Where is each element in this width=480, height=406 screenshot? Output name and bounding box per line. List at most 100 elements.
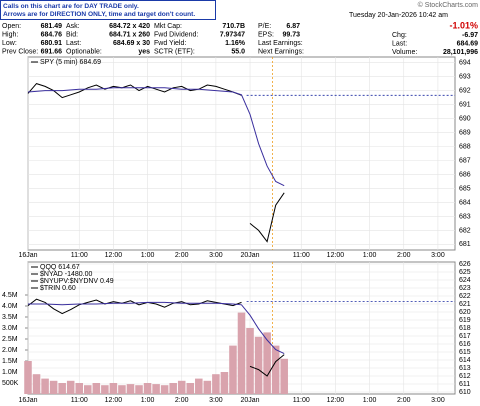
y2-tick-label: 1.0M <box>2 369 18 376</box>
y2-tick-label: 2.5M <box>2 336 18 343</box>
y-tick-label: 614 <box>459 357 471 364</box>
quote-value: 1.16% <box>225 40 246 47</box>
quote-value: 691.66 <box>41 48 63 55</box>
x-tick-label: 2:00 <box>397 252 411 259</box>
x-tick-label: 20Jan <box>241 397 260 404</box>
x-tick-label: 16Jan <box>18 252 37 259</box>
y-tick-label: 621 <box>459 301 471 308</box>
quote-value: 6.87 <box>286 23 300 30</box>
x-tick-label: 2:00 <box>175 397 189 404</box>
volume-bar <box>152 384 160 394</box>
y-tick-label: 616 <box>459 341 471 348</box>
y-tick-label: 683 <box>459 213 471 220</box>
y2-tick-label: 3.5M <box>2 314 18 321</box>
x-tick-label: 1:00 <box>141 252 155 259</box>
volume-bar <box>118 385 126 394</box>
volume-bar <box>263 332 271 394</box>
y2-tick-label: 500K <box>2 380 19 387</box>
x-tick-label: 3:00 <box>209 397 223 404</box>
y-tick-label: 623 <box>459 285 471 292</box>
x-tick-label: 12:00 <box>105 397 123 404</box>
volume-bar <box>195 378 203 394</box>
y-tick-label: 692 <box>459 87 471 94</box>
y-tick-label: 618 <box>459 325 471 332</box>
volume-bar <box>109 383 118 394</box>
x-tick-label: 12:00 <box>327 397 345 404</box>
price-line <box>28 301 285 355</box>
x-tick-label: 16Jan <box>18 397 37 404</box>
quote-value: 99.73 <box>282 31 300 38</box>
y-tick-label: 685 <box>459 185 471 192</box>
quote-value: 710.7B <box>222 23 245 30</box>
volume-bar <box>237 312 246 394</box>
y-tick-label: 694 <box>459 59 471 66</box>
quote-label: P/E: <box>258 23 271 30</box>
y-tick-label: 688 <box>459 143 471 150</box>
y-tick-label: 691 <box>459 101 471 108</box>
quote-label: Ask: <box>66 23 80 30</box>
volume-bar <box>49 380 58 394</box>
volume-bar <box>203 380 212 394</box>
y-tick-label: 615 <box>459 349 471 356</box>
source: © StockCharts.com <box>418 1 479 9</box>
volume-bar <box>177 380 186 394</box>
x-tick-label: 11:00 <box>71 397 88 404</box>
quote-label: EPS: <box>258 31 274 38</box>
y-tick-label: 612 <box>459 373 471 380</box>
x-tick-label: 2:00 <box>397 397 411 404</box>
quote-value: -6.97 <box>462 32 478 39</box>
volume-bar <box>58 383 66 394</box>
quote-label: Optionable: <box>66 48 102 55</box>
y2-tick-label: 1.5M <box>2 358 18 365</box>
quote-label: Fwd Yield: <box>154 40 186 47</box>
legend-label: $NYUPV:$NYDNV 0.49 <box>40 278 114 285</box>
y2-tick-label: 4.0M <box>2 303 18 310</box>
x-tick-label: 11:00 <box>293 252 310 259</box>
quote-value: 684.76 <box>41 31 63 38</box>
quote-value: 7.97347 <box>220 31 245 38</box>
y-tick-label: 693 <box>459 73 471 80</box>
quote-label: Volume: <box>392 49 417 56</box>
volume-bar <box>66 380 75 394</box>
volume-bar <box>24 361 32 394</box>
x-tick-label: 1:00 <box>363 397 377 404</box>
y-tick-label: 687 <box>459 157 471 164</box>
y-tick-label: 619 <box>459 317 471 324</box>
quote-value: 684.69 <box>457 40 479 47</box>
y-tick-label: 682 <box>459 227 471 234</box>
x-tick-label: 1:00 <box>141 397 155 404</box>
notice-box <box>0 0 216 20</box>
volume-bar <box>101 385 109 394</box>
quote-value: 684.72 x 420 <box>109 23 150 30</box>
volume-bar <box>229 345 237 394</box>
x-tick-label: 3:00 <box>431 397 445 404</box>
y2-tick-label: 3.0M <box>2 325 18 332</box>
y-tick-label: 684 <box>459 199 471 206</box>
quote-value: 684.71 x 260 <box>109 31 150 38</box>
x-tick-label: 11:00 <box>71 252 88 259</box>
volume-bar <box>186 383 195 394</box>
quote-label: Last Earnings: <box>258 40 303 47</box>
volume-bar <box>75 383 84 394</box>
quote-label: Low: <box>2 40 17 47</box>
price-line <box>27 87 285 187</box>
y-tick-label: 686 <box>459 171 471 178</box>
y2-tick-label: 2.0M <box>2 347 18 354</box>
quote-label: Last: <box>66 40 81 47</box>
volume-bar <box>169 383 177 394</box>
y2-tick-label: 4.5M <box>2 292 18 299</box>
volume-bar <box>280 358 288 394</box>
volume-bar <box>254 336 263 394</box>
x-tick-label: 11:00 <box>293 397 310 404</box>
x-tick-label: 3:00 <box>431 252 445 259</box>
legend-label: $TRIN 0.60 <box>40 285 76 292</box>
y-tick-label: 689 <box>459 129 471 136</box>
quote-value: yes <box>138 48 150 55</box>
y-tick-label: 624 <box>459 277 471 284</box>
y-tick-label: 622 <box>459 293 471 300</box>
y-tick-label: 610 <box>459 389 471 396</box>
notice-line: Arrows are for DIRECTION ONLY, time and … <box>3 11 195 18</box>
x-tick-label: 3:00 <box>209 252 223 259</box>
y-tick-label: 620 <box>459 309 471 316</box>
